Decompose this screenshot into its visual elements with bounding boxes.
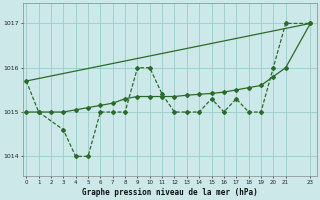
- X-axis label: Graphe pression niveau de la mer (hPa): Graphe pression niveau de la mer (hPa): [82, 188, 257, 197]
